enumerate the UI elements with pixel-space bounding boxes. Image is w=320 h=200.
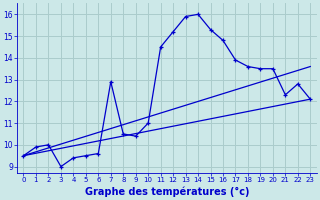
X-axis label: Graphe des températures (°c): Graphe des températures (°c) xyxy=(85,186,249,197)
